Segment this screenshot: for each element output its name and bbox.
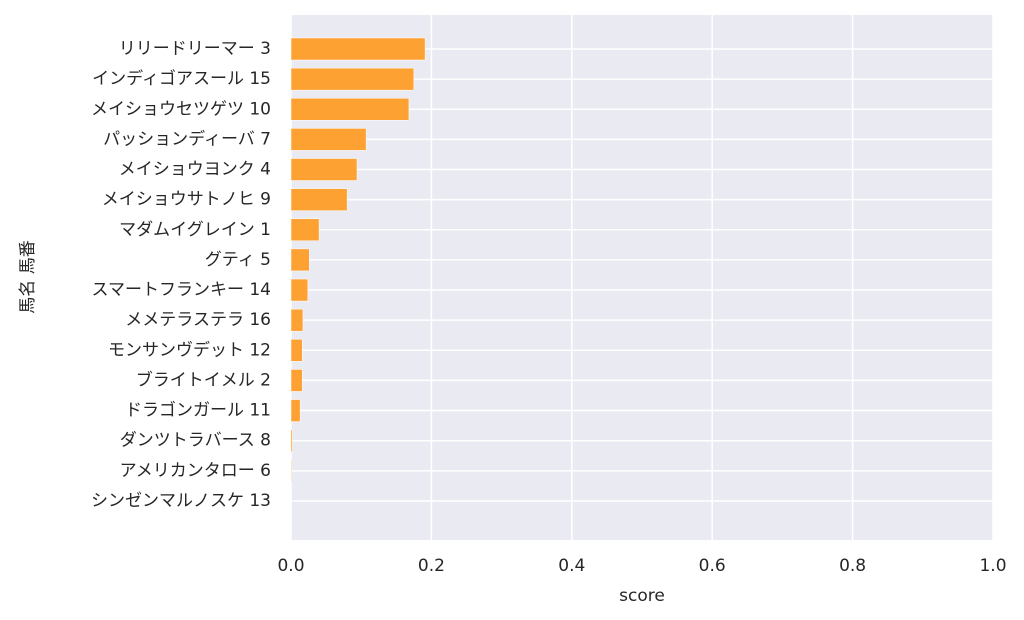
x-tick-label: 0.2 [418,556,445,576]
y-tick-label: アメリカンタロー 6 [120,461,271,481]
y-tick-label: ドラゴンガール 11 [125,400,271,421]
y-tick-label: リリードリーマー 3 [119,39,271,59]
y-tick-label: メメテラステラ 16 [125,310,271,330]
y-tick-label: マダムイグレイン 1 [119,220,271,240]
bar [290,459,292,483]
bar [290,98,410,121]
y-tick-label: メイショウセツゲツ 10 [91,99,271,119]
y-tick-label: ダンツトラバース 8 [120,431,271,451]
x-tick-label: 1.0 [979,556,1006,576]
y-tick-label: メイショウヨンク 4 [119,160,271,180]
bar [290,278,309,302]
y-tick-label: ブライトイメル 2 [136,369,271,390]
y-tick-label: スマートフランキー 14 [91,280,271,300]
y-tick-label: グティ 5 [205,250,271,270]
bar [290,37,426,61]
y-tick-label: インディゴアスール 15 [92,68,271,89]
bar [290,218,320,242]
x-axis-label: score [619,586,665,606]
x-tick-label: 0.0 [277,556,304,576]
x-tick-label: 0.6 [699,556,726,576]
bar [290,369,303,392]
bar [290,429,293,452]
bar [290,339,303,362]
y-tick-label: モンサンヴデット 12 [108,339,271,360]
bar [290,158,358,181]
y-tick-label: シンゼンマルノスケ 13 [91,491,271,511]
y-axis-label: 馬名 馬番 [18,240,38,313]
bar [290,248,310,272]
y-tick-label: パッションディーバ 7 [103,128,271,149]
y-tick-label: メイショウサトノヒ 9 [102,190,271,210]
bar [290,399,301,422]
bar [290,308,304,332]
x-tick-label: 0.8 [839,556,866,576]
bar [290,67,415,91]
bar [290,128,367,151]
x-tick-label: 0.4 [558,556,585,576]
bar [290,188,348,211]
plot-area [291,15,993,540]
